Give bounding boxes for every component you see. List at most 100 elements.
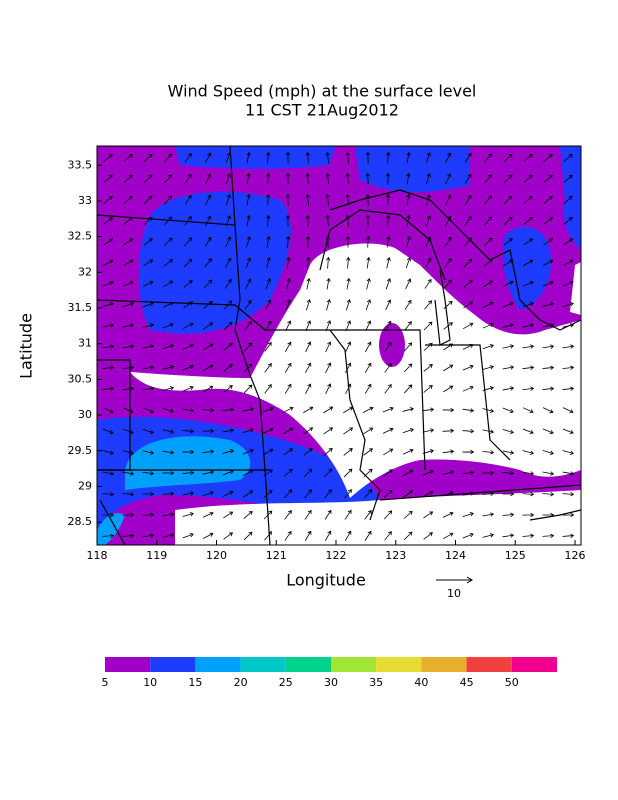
wind-arrow <box>303 427 314 435</box>
colorbar-label: 20 <box>234 676 248 689</box>
wind-arrow <box>445 152 452 164</box>
x-tick-label: 123 <box>385 549 406 562</box>
wind-arrow <box>562 471 575 476</box>
wind-arrow <box>384 510 393 520</box>
wind-arrow <box>223 532 234 540</box>
wind-arrow <box>264 320 272 331</box>
title-line: Wind Speed (mph) at the surface level <box>168 82 477 101</box>
wind-arrow <box>502 491 515 497</box>
wind-arrow <box>142 407 154 414</box>
wind-arrow <box>563 174 573 183</box>
wind-arrow <box>204 236 212 247</box>
wind-arrow <box>364 489 373 499</box>
wind-arrow <box>522 407 534 414</box>
wind-arrow <box>362 406 374 413</box>
wind-arrow <box>102 280 114 287</box>
wind-arrow <box>182 385 194 392</box>
wind-arrow <box>523 195 533 204</box>
wind-arrow <box>443 300 453 309</box>
wind-arrow <box>482 470 495 476</box>
x-tick-label: 118 <box>87 549 108 562</box>
wind-arrow <box>364 510 372 520</box>
wind-arrow <box>244 321 252 331</box>
wind-arrow <box>305 341 312 353</box>
wind-arrow <box>382 406 394 413</box>
wind-arrow <box>423 321 433 331</box>
wind-arrow <box>562 280 574 287</box>
wind-arrow <box>443 385 454 393</box>
wind-arrow <box>203 364 214 372</box>
wind-arrow <box>182 449 195 455</box>
wind-arrow <box>482 301 494 308</box>
wind-arrow <box>205 215 212 227</box>
wind-arrow <box>122 512 135 518</box>
wind-arrow <box>462 385 474 392</box>
wind-arrow <box>323 447 333 456</box>
wind-arrow <box>542 533 555 539</box>
wind-arrow <box>304 530 312 541</box>
wind-arrow <box>122 344 135 349</box>
wind-arrow <box>426 173 431 185</box>
wind-arrow <box>365 214 371 227</box>
wind-arrow <box>386 235 391 248</box>
wind-arrow <box>103 217 113 225</box>
wind-arrow <box>142 491 155 497</box>
wind-arrow <box>142 323 155 328</box>
y-tick-label: 28.5 <box>68 515 93 528</box>
wind-arrow <box>182 429 195 434</box>
wind-arrow <box>442 428 455 434</box>
wind-arrow <box>383 469 393 477</box>
wind-arrow <box>162 470 175 476</box>
wind-arrow <box>283 427 294 435</box>
x-tick-label: 122 <box>326 549 347 562</box>
colorbar-box <box>421 657 467 672</box>
wind-arrow <box>425 152 431 164</box>
wind-arrow <box>304 509 312 520</box>
wind-arrow <box>502 323 514 328</box>
wind-arrow <box>324 489 332 499</box>
wind-arrow <box>122 407 134 414</box>
wind-arrow <box>464 215 472 226</box>
wind-arrow <box>346 299 351 311</box>
wind-arrow <box>563 154 573 162</box>
wind-arrow <box>242 448 254 455</box>
wind-arrow <box>344 509 352 520</box>
wind-arrow <box>542 280 554 287</box>
wind-arrow <box>285 172 291 185</box>
wind-arrow <box>122 280 134 287</box>
wind-arrow <box>403 384 413 394</box>
wind-arrow <box>183 280 193 288</box>
wind-arrow <box>482 512 495 517</box>
wind-arrow <box>163 153 173 163</box>
wind-arrow <box>543 238 554 246</box>
wind-arrow <box>285 214 291 227</box>
wind-arrow <box>482 322 494 329</box>
wind-arrow <box>184 194 192 205</box>
wind-arrow <box>462 322 474 330</box>
wind-arrow <box>562 386 575 391</box>
wind-arrow <box>482 365 494 370</box>
vector-reference-label: 10 <box>447 587 461 600</box>
wind-arrow <box>285 235 291 248</box>
wind-arrow <box>482 344 494 350</box>
wind-arrow <box>265 172 271 185</box>
wind-arrow <box>265 278 272 290</box>
wind-arrow <box>223 343 233 351</box>
wind-arrow <box>182 408 195 413</box>
colorbar-label: 10 <box>143 676 157 689</box>
wind-arrow <box>442 532 454 540</box>
y-tick-label: 31 <box>78 337 92 350</box>
wind-arrow <box>365 320 372 332</box>
wind-arrow <box>463 258 473 268</box>
wind-arrow <box>243 510 253 519</box>
wind-arrow <box>162 322 174 329</box>
wind-arrow <box>182 532 194 539</box>
wind-arrow <box>305 172 310 185</box>
wind-arrow <box>365 235 371 248</box>
wind-arrow <box>403 363 413 373</box>
wind-arrow <box>325 256 331 269</box>
wind-arrow <box>142 280 154 287</box>
wind-arrow <box>303 468 313 478</box>
wind-arrow <box>345 151 351 164</box>
wind-arrow <box>102 386 115 391</box>
